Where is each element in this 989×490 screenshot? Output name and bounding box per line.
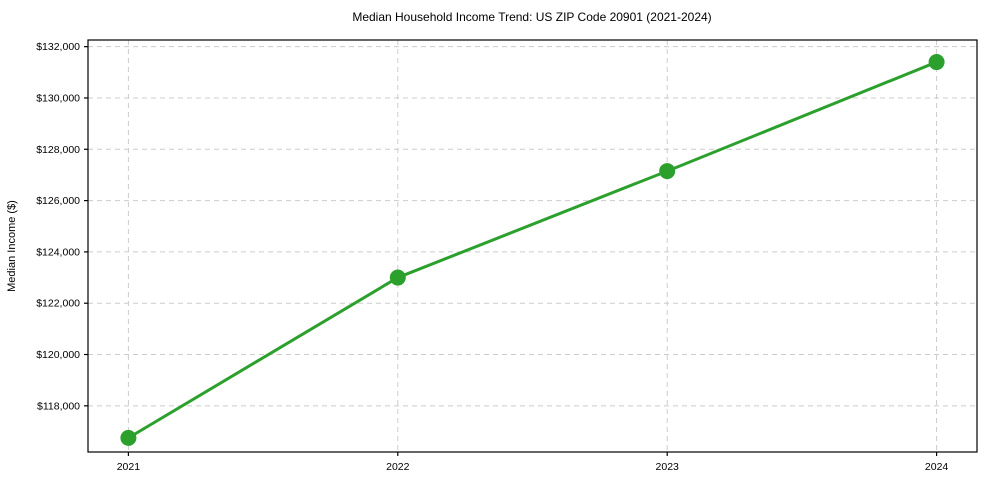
trend-line xyxy=(126,60,939,440)
y-tick-label: $132,000 xyxy=(36,41,80,53)
y-tick-label: $128,000 xyxy=(36,144,80,156)
y-axis-label: Median Income ($) xyxy=(6,200,18,292)
y-tick-label: $118,000 xyxy=(37,400,80,412)
x-tick-label: 2023 xyxy=(656,461,680,473)
plot-border xyxy=(87,39,978,453)
x-tick-label: 2021 xyxy=(117,461,141,473)
y-tick-label: $122,000 xyxy=(36,298,80,310)
data-point-2021 xyxy=(120,429,137,446)
data-point-2022 xyxy=(389,269,406,286)
y-tick-label: $126,000 xyxy=(36,195,80,207)
series-layer xyxy=(120,54,945,446)
y-tick-label: $124,000 xyxy=(36,246,80,258)
data-point-2024 xyxy=(928,54,945,71)
spine-layer xyxy=(87,39,978,453)
data-point-2023 xyxy=(659,163,676,180)
y-tick-label: $120,000 xyxy=(36,349,80,361)
x-tick-label: 2022 xyxy=(386,461,410,473)
y-tick-label: $130,000 xyxy=(36,92,80,104)
grid-layer xyxy=(88,40,977,452)
chart-title: Median Household Income Trend: US ZIP Co… xyxy=(352,10,711,24)
tick-layer: $118,000 $120,000 $122,000 $124,000 $126,000… xyxy=(36,41,948,473)
x-tick-label: 2024 xyxy=(925,461,949,473)
